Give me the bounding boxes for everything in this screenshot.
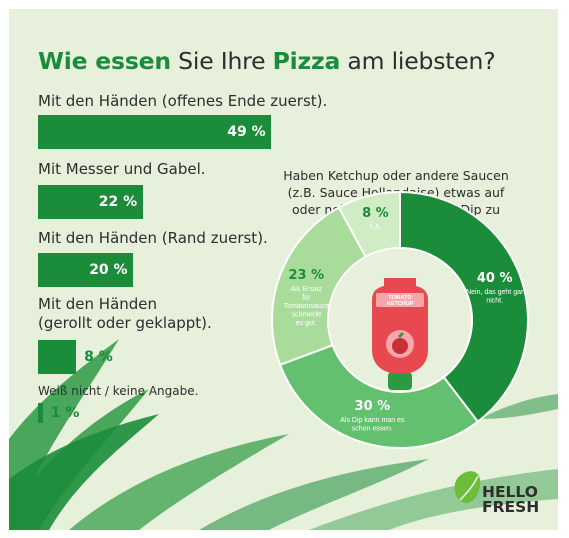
- bar-label: Mit Messer und Gabel.: [38, 160, 206, 178]
- bar-label: Mit den Händen (Rand zuerst).: [38, 229, 268, 247]
- donut-value-label: 40 %: [477, 271, 513, 286]
- bar-value-label: 22 %: [98, 194, 138, 210]
- bar-value-label: 1 %: [50, 405, 80, 421]
- donut-slice-label: Nein, das geht gar nicht.: [466, 289, 524, 305]
- ketchup-bottle-icon: TOMATO KETCHUP: [372, 278, 428, 390]
- donut-slice-label: k.A.: [369, 224, 381, 231]
- donut-slice-label: Als Ersatz für Tomatensauce schmeckt es gut.: [284, 286, 330, 327]
- bar: [38, 115, 272, 149]
- donut-slice: [271, 206, 367, 367]
- bar: [38, 185, 143, 219]
- bar: [38, 253, 134, 287]
- donut-slice: [278, 343, 480, 449]
- donut-slice-label: Als Dip kann man es schon essen.: [340, 417, 405, 433]
- bar-label: Mit den Händen (offenes Ende zuerst).: [38, 92, 328, 110]
- bar: [38, 340, 77, 374]
- page-title: Wie essen Sie Ihre Pizza am liebsten?: [38, 47, 496, 75]
- bar-label: Weiß nicht / keine Angabe.: [38, 384, 199, 398]
- bar-label: Mit den Händen (gerollt oder geklappt).: [38, 295, 212, 332]
- title-part-4: am liebsten?: [340, 47, 496, 75]
- bottle-label: TOMATO KETCHUP: [387, 295, 414, 307]
- bar-value-label: 8 %: [84, 349, 113, 365]
- donut-value-label: 30 %: [355, 399, 391, 414]
- bar: [38, 403, 43, 423]
- donut-value-label: 8 %: [362, 206, 389, 221]
- bar-value-label: 20 %: [89, 262, 128, 278]
- title-part-2: Sie Ihre: [170, 47, 273, 75]
- brush-decoration: [9, 339, 558, 530]
- logo-line-1: HELLO: [482, 483, 538, 501]
- donut-slice: [337, 190, 401, 259]
- hellofresh-logo-text: HELLO FRESH: [482, 483, 540, 516]
- bar-value-label: 49 %: [227, 124, 266, 140]
- logo-line-2: FRESH: [482, 498, 540, 516]
- title-part-1: Wie essen: [38, 47, 171, 75]
- donut-value-label: 23 %: [289, 268, 325, 283]
- donut-slice: [399, 190, 529, 424]
- title-part-3: Pizza: [272, 47, 341, 75]
